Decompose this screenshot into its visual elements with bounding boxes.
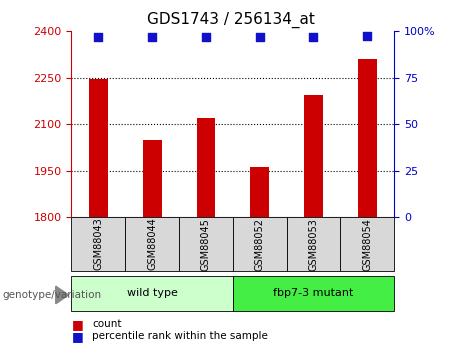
Text: ■: ■ — [71, 330, 83, 343]
Bar — [358, 59, 377, 217]
Text: ■: ■ — [71, 318, 83, 331]
Text: genotype/variation: genotype/variation — [2, 290, 101, 300]
Text: GSM88044: GSM88044 — [147, 218, 157, 270]
Point — [95, 34, 102, 39]
Text: GSM88052: GSM88052 — [254, 218, 265, 270]
Bar — [340, 217, 394, 271]
Bar — [233, 217, 287, 271]
Bar — [71, 276, 233, 310]
Point — [148, 34, 156, 39]
Bar — [143, 140, 161, 217]
Text: GSM88043: GSM88043 — [93, 218, 103, 270]
Text: fbp7-3 mutant: fbp7-3 mutant — [273, 288, 354, 298]
Bar — [125, 217, 179, 271]
Point — [310, 34, 317, 39]
Bar — [71, 217, 125, 271]
Point — [202, 34, 210, 39]
Bar — [179, 217, 233, 271]
FancyArrow shape — [56, 286, 69, 304]
Text: wild type: wild type — [127, 288, 177, 298]
Text: count: count — [92, 319, 122, 329]
Text: GSM88054: GSM88054 — [362, 218, 372, 270]
Text: GDS1743 / 256134_at: GDS1743 / 256134_at — [147, 12, 314, 28]
Point — [364, 33, 371, 38]
Text: percentile rank within the sample: percentile rank within the sample — [92, 332, 268, 341]
Bar — [233, 276, 394, 310]
Bar — [89, 79, 108, 217]
Bar — [287, 217, 340, 271]
Bar — [196, 118, 215, 217]
Text: GSM88053: GSM88053 — [308, 218, 319, 270]
Point — [256, 34, 263, 39]
Text: GSM88045: GSM88045 — [201, 218, 211, 270]
Bar — [250, 167, 269, 217]
Bar — [304, 95, 323, 217]
